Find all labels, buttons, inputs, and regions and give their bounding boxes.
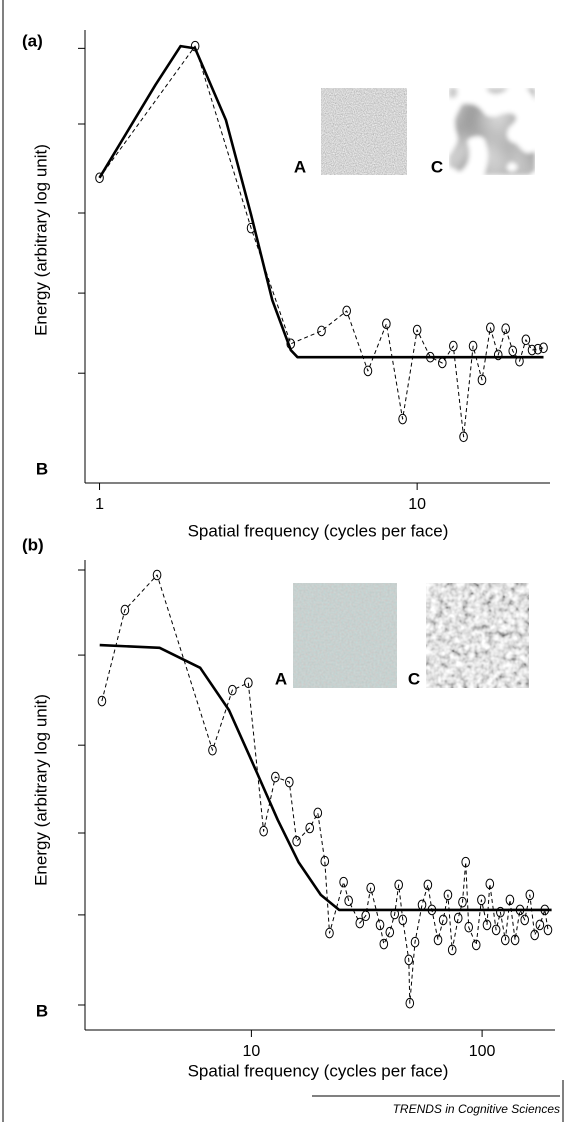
data-point — [417, 899, 427, 911]
data-point — [292, 835, 301, 847]
data-point — [244, 677, 253, 689]
data-point — [423, 879, 433, 891]
data-point — [443, 889, 453, 901]
data-point — [412, 324, 422, 336]
footer: TRENDS in Cognitive Sciences — [393, 1102, 560, 1116]
inset-image — [449, 88, 535, 175]
data-point — [325, 927, 334, 939]
data-point — [95, 172, 104, 184]
data-point — [543, 924, 553, 936]
data-point — [447, 944, 457, 956]
data-point — [317, 325, 326, 337]
data-point — [433, 934, 443, 946]
data-point — [410, 936, 420, 948]
x-tick-label: 100 — [469, 1043, 496, 1060]
data-point — [259, 825, 268, 837]
data-point — [539, 342, 548, 354]
data-point — [500, 934, 510, 946]
data-point — [355, 917, 365, 929]
data-point — [271, 771, 280, 783]
data-point — [485, 878, 495, 890]
inset-image — [321, 88, 407, 175]
data-point — [394, 879, 404, 891]
data-point — [525, 889, 535, 901]
data-point — [398, 413, 407, 425]
data-point — [461, 856, 471, 868]
data-point — [505, 894, 515, 906]
data-point — [477, 894, 486, 906]
data-point — [375, 919, 385, 931]
corner-label: B — [36, 459, 48, 478]
data-point — [228, 684, 237, 696]
data-point — [471, 939, 481, 951]
data-point — [527, 344, 537, 356]
data-point — [508, 345, 518, 357]
data-point — [404, 954, 414, 966]
inset-label: A — [294, 157, 306, 176]
data-point — [379, 938, 389, 950]
data-point — [366, 882, 376, 894]
data-point — [510, 934, 520, 946]
data-point — [533, 343, 543, 355]
data-point — [493, 349, 503, 361]
data-point — [453, 912, 463, 924]
panel-label: (b) — [22, 535, 44, 554]
data-point — [535, 919, 545, 931]
data-point — [482, 919, 492, 931]
data-point — [342, 305, 351, 317]
data-point — [520, 914, 530, 926]
inset-image — [426, 583, 529, 688]
inset-label: C — [431, 157, 443, 176]
fit-curve — [99, 643, 552, 912]
inset-label: C — [408, 669, 420, 688]
x-tick-label: 10 — [242, 1043, 260, 1060]
y-axis-label: Energy (arbitrary log unit) — [31, 694, 50, 886]
data-point — [313, 807, 323, 819]
data-point — [458, 896, 467, 908]
x-axis-label: Spatial frequency (cycles per face) — [188, 521, 449, 540]
data-point — [339, 876, 348, 888]
data-point — [521, 334, 531, 346]
y-axis-label: Energy (arbitrary log unit) — [31, 144, 50, 336]
dashed-line — [99, 45, 544, 438]
data-point — [530, 929, 539, 941]
data-point — [363, 365, 373, 377]
data-point — [464, 921, 474, 933]
data-point — [486, 322, 495, 334]
data-point — [449, 340, 458, 352]
data-point — [468, 340, 478, 352]
data-point — [152, 569, 162, 581]
data-point — [320, 855, 330, 867]
data-point — [97, 695, 107, 707]
data-point — [501, 323, 510, 335]
dashed-line — [101, 574, 549, 1004]
x-tick-label: 1 — [95, 496, 104, 513]
fit-curve — [98, 44, 544, 359]
inset-label: A — [275, 669, 287, 688]
x-axis-label: Spatial frequency (cycles per face) — [188, 1061, 449, 1080]
data-point — [405, 997, 415, 1009]
data-point — [382, 318, 391, 330]
inset-image — [293, 583, 397, 688]
data-point — [208, 744, 217, 756]
data-point — [285, 776, 294, 788]
data-point — [120, 604, 130, 616]
data-point — [459, 431, 468, 443]
data-point — [398, 914, 408, 926]
data-point — [438, 914, 448, 926]
corner-label: B — [36, 1001, 48, 1020]
x-tick-label: 10 — [408, 496, 426, 513]
data-point — [385, 926, 395, 938]
data-point — [477, 374, 487, 386]
data-point — [491, 924, 501, 936]
data-point — [305, 822, 315, 834]
data-point — [496, 906, 505, 918]
data-point — [344, 895, 353, 907]
panel-label: (a) — [22, 31, 43, 50]
